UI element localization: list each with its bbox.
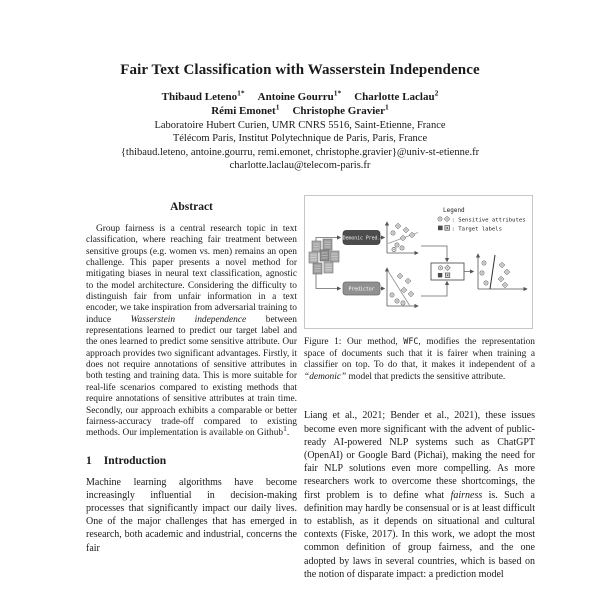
author-affil-mark: 1* — [237, 88, 245, 98]
scatter-output — [475, 253, 528, 292]
email-line: {thibaud.leteno, antoine.gourru, remi.em… — [120, 146, 480, 158]
circle-symbol-icon — [437, 216, 443, 222]
author-affil-mark: 2 — [434, 88, 439, 98]
footnote-marker: 1 — [283, 424, 287, 434]
author-line-2: Rémi Emonet1 Christophe Gravier1 — [0, 102, 600, 118]
legend-target-label: : Target labels — [452, 226, 503, 232]
italic-phrase: fairness — [450, 489, 483, 501]
wasserstein-box — [430, 262, 465, 281]
affiliation-line: Télécom Paris, Institut Polytechnique de… — [172, 133, 428, 145]
wfc-method-name: WFC — [403, 336, 419, 346]
legend-title: Legend — [443, 207, 465, 214]
section-number: 1 — [86, 454, 92, 467]
author: Charlotte Laclau2 — [354, 88, 439, 103]
figure-legend: Legend : Sensitive attributes : Target l… — [437, 207, 526, 232]
right-column-paragraph: Liang et al., 2021; Bender et al., 2021)… — [304, 410, 535, 580]
section-heading-introduction: 1 Introduction — [86, 455, 297, 467]
paper-header: Fair Text Classification with Wasserstei… — [0, 62, 600, 173]
figure-1-caption: Figure 1: Our method, WFC, modifies the … — [304, 336, 535, 382]
author: Thibaud Leteno1* — [161, 88, 245, 103]
predictor-box: Predictor — [342, 281, 381, 296]
right-column: Legend : Sensitive attributes : Target l… — [304, 195, 535, 581]
abstract-heading: Abstract — [170, 201, 213, 213]
arrow-demonic-to-wasserstein — [421, 245, 450, 263]
italic-phrase: “demonic” — [304, 371, 347, 382]
demonic-pred-box: Demonic Pred. — [342, 230, 381, 245]
arrow-predictor-to-wasserstein — [421, 280, 450, 297]
figure-1-diagram: Legend : Sensitive attributes : Target l… — [304, 195, 533, 329]
author-affil-mark: 1* — [333, 88, 342, 98]
left-column: Abstract Group fairness is a central res… — [86, 201, 297, 555]
legend-sensitive-label: : Sensitive attributes — [452, 217, 526, 223]
italic-phrase: Wasserstein independence — [130, 314, 247, 325]
figure-1: Legend : Sensitive attributes : Target l… — [304, 195, 535, 329]
email-line: charlotte.laclau@telecom-paris.fr — [229, 160, 371, 172]
filled-square-icon — [438, 225, 443, 231]
paper-title: Fair Text Classification with Wasserstei… — [120, 62, 480, 78]
demonic-pred-label: Demonic Pred. — [343, 236, 381, 242]
affiliations: Laboratoire Hubert Curien, UMR CNRS 5516… — [0, 119, 600, 173]
scatter-predictor — [384, 267, 419, 309]
author-affil-mark: 1 — [275, 102, 280, 112]
section-title: Introduction — [103, 454, 167, 467]
author: Antoine Gourru1* — [257, 88, 342, 103]
author-line-1: Thibaud Leteno1* Antoine Gourru1* Charlott… — [0, 88, 600, 104]
author: Rémi Emonet1 — [211, 102, 280, 117]
documents-icon — [308, 238, 340, 275]
author-affil-mark: 1 — [385, 102, 389, 112]
abstract-text: Group fairness is a central research top… — [86, 224, 297, 439]
introduction-paragraph: Machine learning algorithms have become … — [86, 476, 297, 554]
affiliation-line: Laboratoire Hubert Curien, UMR CNRS 5516… — [154, 120, 446, 131]
square-dot — [446, 227, 448, 229]
scatter-demonic — [384, 221, 419, 256]
predictor-label: Predictor — [349, 287, 375, 293]
author: Christophe Gravier1 — [292, 102, 389, 117]
